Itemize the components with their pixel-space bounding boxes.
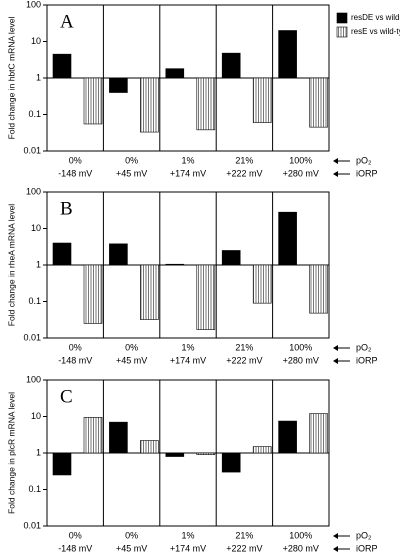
bar (109, 77, 128, 93)
bar (309, 264, 328, 314)
orp-label: +45 mV (116, 355, 147, 365)
row-label: pO₂ (356, 342, 372, 352)
row-label: pO₂ (356, 530, 372, 540)
y-tick-label: 0.01 (23, 520, 41, 530)
bar (221, 452, 241, 473)
category-label: 21% (235, 155, 253, 165)
bar (252, 446, 272, 454)
y-tick-label: 0.1 (28, 109, 41, 119)
y-tick-label: 1 (36, 72, 41, 82)
orp-label: +174 mV (170, 168, 206, 178)
category-label: 100% (289, 155, 312, 165)
bar (278, 30, 297, 79)
arrow-head (333, 546, 338, 552)
orp-label: +222 mV (226, 168, 262, 178)
orp-label: +280 mV (283, 168, 319, 178)
y-tick-label: 100 (26, 374, 41, 384)
y-tick-label: 0.1 (28, 296, 41, 306)
category-label: 21% (235, 342, 253, 352)
bar (278, 211, 297, 266)
orp-label: -148 mV (58, 168, 92, 178)
orp-label: -148 mV (58, 355, 92, 365)
bar (252, 264, 272, 304)
bar (109, 243, 128, 266)
bar (221, 250, 241, 266)
bar (278, 420, 297, 454)
y-axis-label: Fold change in hbtC mRNA level (6, 16, 16, 139)
arrow-head (333, 533, 338, 539)
category-label: 100% (289, 342, 312, 352)
arrow-head (333, 345, 338, 351)
bar (140, 77, 159, 133)
y-tick-label: 1 (36, 447, 41, 457)
y-tick-label: 100 (26, 186, 41, 196)
bar (252, 77, 272, 123)
bar (140, 440, 159, 454)
bar (196, 452, 216, 455)
orp-label: +174 mV (170, 355, 206, 365)
bar (196, 264, 216, 330)
category-label: 0% (125, 155, 138, 165)
bar (52, 242, 72, 266)
bar (165, 68, 185, 79)
legend-label: resE vs wild-type (351, 27, 400, 36)
orp-label: +222 mV (226, 355, 262, 365)
arrow-head (333, 158, 338, 164)
y-axis-label: Fold change in plcR mRNA level (6, 392, 16, 514)
bar (221, 52, 241, 79)
row-label: iORP (356, 543, 378, 553)
arrow-head (333, 358, 338, 364)
legend-label: resDE vs wild-type (351, 13, 400, 22)
orp-label: +45 mV (116, 168, 147, 178)
row-label: iORP (356, 168, 378, 178)
category-label: 21% (235, 530, 253, 540)
orp-label: +45 mV (116, 543, 147, 553)
row-label: pO₂ (356, 155, 372, 165)
panel-letter: B (60, 198, 73, 219)
y-tick-label: 1 (36, 259, 41, 269)
row-label: iORP (356, 355, 378, 365)
bar (52, 53, 72, 79)
category-label: 0% (69, 530, 82, 540)
orp-label: +174 mV (170, 543, 206, 553)
bar (165, 263, 185, 266)
category-label: 1% (181, 530, 194, 540)
bar (165, 452, 185, 457)
orp-label: -148 mV (58, 543, 92, 553)
y-tick-label: 10 (31, 223, 41, 233)
y-tick-label: 0.01 (23, 145, 41, 155)
bar (309, 413, 328, 454)
orp-label: +222 mV (226, 543, 262, 553)
y-tick-label: 0.01 (23, 332, 41, 342)
category-label: 1% (181, 155, 194, 165)
bar (196, 77, 216, 131)
bar (309, 77, 328, 128)
category-label: 0% (125, 342, 138, 352)
bar (52, 452, 72, 476)
y-axis-label: Fold change in rheA mRNA level (6, 204, 16, 326)
y-tick-label: 0.1 (28, 484, 41, 494)
y-tick-label: 100 (26, 0, 41, 9)
bar (83, 77, 103, 125)
bar (83, 264, 103, 324)
panel-letter: C (60, 386, 73, 407)
category-label: 0% (125, 530, 138, 540)
orp-label: +280 mV (283, 543, 319, 553)
category-label: 100% (289, 530, 312, 540)
category-label: 0% (69, 155, 82, 165)
bar (140, 264, 159, 320)
legend-swatch (336, 26, 348, 38)
y-tick-label: 10 (31, 411, 41, 421)
arrow-head (333, 171, 338, 177)
y-tick-label: 10 (31, 36, 41, 46)
legend-swatch (336, 12, 348, 24)
bar (109, 421, 128, 454)
category-label: 1% (181, 342, 194, 352)
bar (83, 417, 103, 454)
orp-label: +280 mV (283, 355, 319, 365)
panel-letter: A (60, 11, 74, 32)
category-label: 0% (69, 342, 82, 352)
